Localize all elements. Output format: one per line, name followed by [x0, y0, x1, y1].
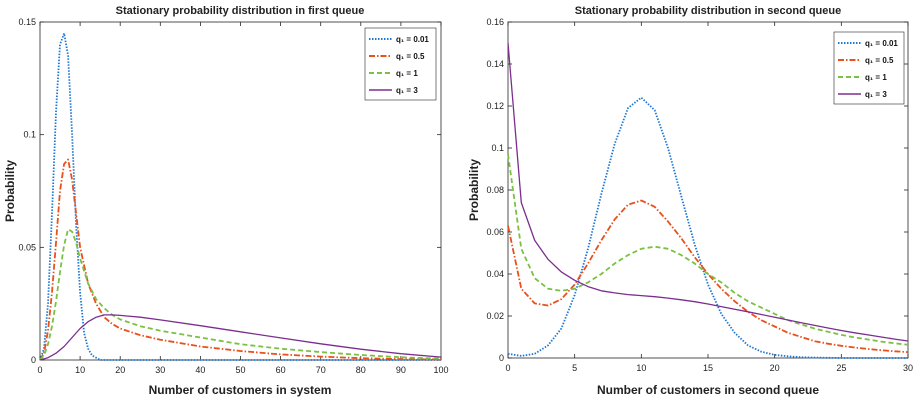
chart-second-queue: Stationary probability distribution in s…: [467, 5, 913, 397]
x-tick-label: 30: [903, 363, 913, 373]
x-tick-label: 50: [235, 365, 245, 375]
y-tick-label: 0: [499, 353, 504, 363]
y-tick-label: 0: [31, 355, 36, 365]
y-axis-label: Probability: [3, 160, 17, 222]
legend-label-series-4: q₁ = 3: [396, 86, 418, 95]
x-tick-label: 0: [505, 363, 510, 373]
x-tick-label: 5: [572, 363, 577, 373]
chart-first-queue: Stationary probability distribution in f…: [3, 5, 449, 397]
legend: q₁ = 0.01 q₁ = 0.5 q₁ = 1 q₁ = 3: [833, 31, 905, 105]
y-tick-label: 0.16: [486, 17, 504, 27]
x-tick-label: 10: [75, 365, 85, 375]
legend-label-series-1: q₁ = 0.01: [396, 35, 429, 44]
x-tick-label: 10: [636, 363, 646, 373]
x-tick-label: 20: [115, 365, 125, 375]
series-line-1: [507, 96, 908, 359]
legend-label-series-4: q₁ = 3: [865, 90, 887, 99]
legend-label-series-2: q₁ = 0.5: [396, 52, 425, 61]
tick-layer: 0 5 10 15 20 25 30 0 0.02 0.04 0.06 0.08 0.1 0.12 0.14…: [486, 17, 913, 373]
x-tick-label: 15: [703, 363, 713, 373]
series-line-1: [39, 32, 441, 361]
series-line-3: [507, 154, 909, 346]
legend-label-series-3: q₁ = 1: [396, 69, 418, 78]
series-line-2: [39, 158, 442, 361]
chart-title: Stationary probability distribution in f…: [116, 5, 365, 17]
x-tick-label: 40: [195, 365, 205, 375]
legend-box: [364, 27, 437, 101]
series-layer: [507, 42, 909, 359]
y-tick-label: 0.1: [23, 130, 36, 140]
chart-title: Stationary probability distribution in s…: [575, 5, 841, 17]
legend-label-series-1: q₁ = 0.01: [865, 39, 898, 48]
x-tick-label: 25: [836, 363, 846, 373]
x-tick-label: 20: [770, 363, 780, 373]
x-tick-label: 100: [433, 365, 448, 375]
x-tick-label: 70: [316, 365, 326, 375]
y-axis-label: Probability: [467, 159, 481, 221]
series-line-4: [507, 42, 909, 342]
y-tick-label: 0.04: [486, 269, 504, 279]
x-tick-label: 30: [155, 365, 165, 375]
y-tick-label: 0.02: [486, 311, 504, 321]
legend-box: [833, 31, 905, 105]
y-tick-label: 0.06: [486, 227, 504, 237]
tick-layer: 0 10 20 30 40 50 60 70 80 90 100 0 0.05 0.1 0.15: [18, 17, 448, 375]
series-line-4: [39, 314, 442, 361]
x-tick-label: 90: [396, 365, 406, 375]
x-tick-label: 0: [37, 365, 42, 375]
x-axis-label: Number of customers in system: [149, 383, 332, 397]
y-tick-label: 0.14: [486, 59, 504, 69]
x-tick-label: 60: [276, 365, 286, 375]
legend-label-series-3: q₁ = 1: [865, 73, 887, 82]
x-axis-label: Number of customers in second queue: [597, 383, 819, 397]
y-tick-label: 0.05: [18, 242, 36, 252]
legend: q₁ = 0.01 q₁ = 0.5 q₁ = 1 q₁ = 3: [364, 27, 437, 101]
series-layer: [39, 32, 442, 361]
y-tick-label: 0.12: [486, 101, 504, 111]
y-tick-label: 0.1: [491, 143, 504, 153]
series-line-2: [507, 199, 909, 353]
legend-label-series-2: q₁ = 0.5: [865, 56, 894, 65]
x-tick-label: 80: [356, 365, 366, 375]
series-line-3: [39, 228, 442, 361]
y-tick-label: 0.08: [486, 185, 504, 195]
y-tick-label: 0.15: [18, 17, 36, 27]
